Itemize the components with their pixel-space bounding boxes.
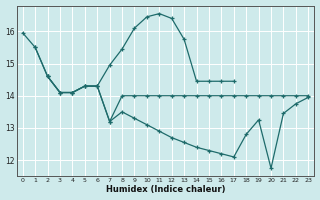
X-axis label: Humidex (Indice chaleur): Humidex (Indice chaleur)	[106, 185, 225, 194]
